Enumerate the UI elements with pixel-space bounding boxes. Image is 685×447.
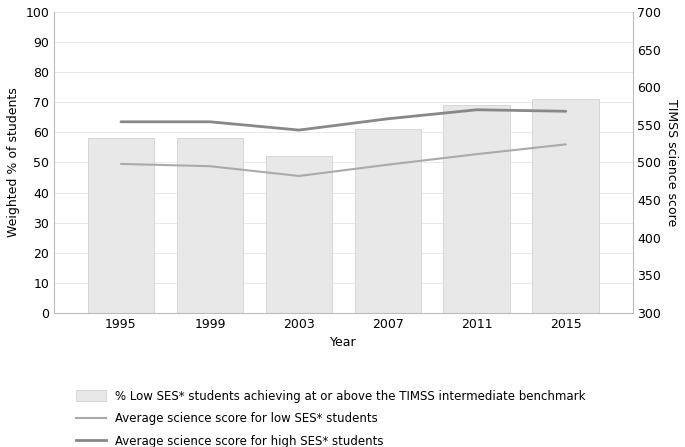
- Bar: [355, 129, 421, 313]
- Bar: [88, 138, 154, 313]
- Bar: [532, 99, 599, 313]
- Bar: [266, 156, 332, 313]
- X-axis label: Year: Year: [330, 336, 357, 349]
- Y-axis label: Weighted % of students: Weighted % of students: [7, 88, 20, 237]
- Legend: % Low SES* students achieving at or above the TIMSS intermediate benchmark, Aver: % Low SES* students achieving at or abov…: [72, 385, 590, 447]
- Bar: [443, 105, 510, 313]
- Bar: [177, 138, 243, 313]
- Y-axis label: TIMSS science score: TIMSS science score: [665, 99, 678, 226]
